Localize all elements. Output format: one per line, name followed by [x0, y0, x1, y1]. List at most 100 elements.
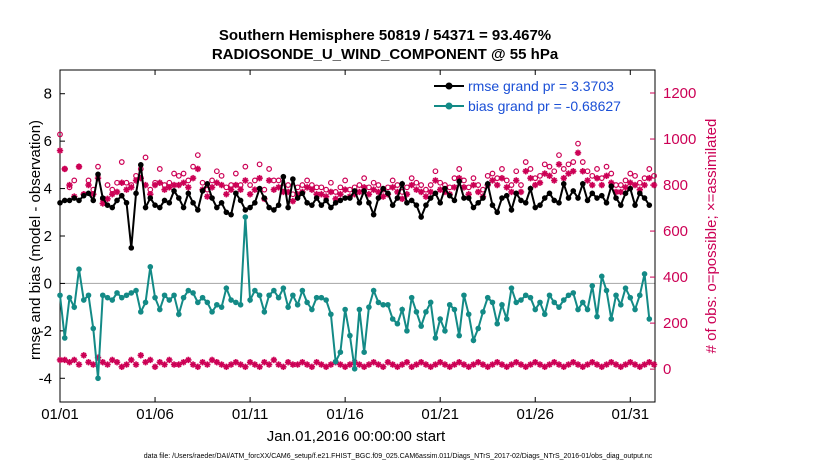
- obs-assimilated-marker: [570, 359, 577, 366]
- rmse-marker: [537, 202, 543, 208]
- bias-marker: [185, 287, 192, 294]
- rmse-marker: [408, 197, 415, 204]
- obs-assimilated-marker: [337, 191, 344, 198]
- obs-assimilated-marker: [327, 188, 335, 196]
- obs-assimilated-marker: [275, 184, 282, 191]
- obs-possible-marker: [503, 177, 510, 184]
- rmse-marker: [147, 195, 154, 201]
- bias-marker: [503, 316, 510, 322]
- obs-assimilated-marker: [646, 359, 653, 366]
- rmse-marker: [328, 204, 334, 211]
- bias-marker: [99, 292, 106, 299]
- rmse-marker: [256, 185, 263, 192]
- bias-marker: [285, 304, 291, 310]
- obs-assimilated-marker: [99, 359, 106, 366]
- obs-assimilated-marker: [189, 174, 197, 182]
- rmse-marker: [104, 202, 111, 208]
- rmse-marker: [518, 197, 524, 204]
- bias-marker: [171, 292, 177, 299]
- obs-assimilated-marker: [560, 174, 567, 182]
- obs-assimilated-marker: [118, 179, 125, 186]
- obs-assimilated-marker: [451, 184, 458, 191]
- y-axis-ticks: -4 -2 0 2 4 6 8: [39, 86, 65, 387]
- obs-assimilated-marker: [109, 356, 116, 364]
- obs-assimilated-marker: [194, 363, 202, 371]
- obs-assimilated-marker: [56, 356, 64, 364]
- obs-assimilated-marker: [218, 361, 225, 368]
- rmse-marker: [90, 197, 97, 204]
- obs-assimilated-marker: [579, 168, 586, 175]
- obs-possible-marker: [408, 175, 415, 182]
- bias-marker: [603, 287, 610, 294]
- obs-possible-marker: [484, 172, 491, 179]
- x-tick-label: 01/06: [136, 406, 174, 423]
- obs-possible-marker: [513, 168, 520, 175]
- bias-marker: [432, 335, 439, 341]
- rmse-marker: [66, 197, 73, 204]
- rmse-marker: [57, 200, 63, 206]
- bias-marker: [114, 290, 120, 296]
- obs-assimilated-marker: [532, 359, 539, 366]
- obs-assimilated-marker: [565, 170, 572, 177]
- rmse-marker: [508, 207, 515, 213]
- bias-marker: [465, 311, 472, 318]
- obs-possible-marker: [537, 172, 543, 179]
- obs-assimilated-marker: [498, 174, 506, 182]
- obs-assimilated-marker: [280, 363, 287, 371]
- bias-marker: [598, 273, 605, 280]
- rmse-marker: [137, 162, 144, 168]
- rmse-marker: [218, 200, 225, 206]
- bias-marker: [632, 306, 638, 313]
- obs-assimilated-marker: [489, 361, 496, 368]
- y2-tick-label: 400: [663, 269, 688, 286]
- obs-assimilated-marker: [432, 361, 439, 368]
- bias-marker: [375, 299, 382, 306]
- obs-possible-marker: [232, 170, 239, 177]
- bias-marker: [218, 304, 225, 310]
- bias-marker: [332, 358, 339, 365]
- bias-marker: [247, 297, 253, 303]
- bias-marker: [166, 297, 173, 303]
- rmse-marker: [99, 195, 106, 201]
- rmse-marker: [432, 190, 439, 197]
- obs-assimilated-marker: [508, 188, 515, 196]
- obs-assimilated-marker: [646, 174, 653, 182]
- rmse-marker: [617, 202, 624, 208]
- obs-assimilated-marker: [346, 361, 354, 368]
- bias-marker: [318, 294, 325, 301]
- obs-assimilated-marker: [370, 359, 377, 366]
- rmse-marker: [489, 202, 496, 208]
- rmse-marker: [418, 214, 424, 220]
- obs-assimilated-marker: [90, 361, 97, 368]
- bias-marker: [575, 306, 581, 313]
- bias-marker: [489, 299, 496, 306]
- obs-assimilated-marker: [627, 359, 634, 366]
- obs-possible-marker: [632, 172, 638, 179]
- bias-marker: [636, 292, 643, 299]
- bias-marker: [157, 306, 163, 313]
- x-axis-ticks: 01/01 01/06 01/11 01/16 01/21 01/26 01/31: [41, 70, 649, 423]
- rmse-series: [57, 162, 653, 251]
- bias-marker: [214, 301, 220, 308]
- obs-possible-marker: [356, 182, 363, 188]
- obs-assimilated-marker: [479, 361, 487, 368]
- obs-assimilated-marker: [161, 186, 168, 193]
- bias-marker: [133, 287, 139, 294]
- obs-assimilated-marker: [603, 361, 610, 368]
- obs-assimilated-marker: [422, 193, 430, 200]
- obs-assimilated-marker: [204, 193, 211, 200]
- rmse-marker: [247, 204, 253, 211]
- obs-possible-marker: [104, 182, 111, 188]
- obs-assimilated-marker: [627, 179, 634, 186]
- obs-assimilated-marker: [109, 191, 116, 198]
- obs-assimilated-marker: [503, 363, 510, 371]
- rmse-marker: [61, 197, 68, 204]
- obs-assimilated-marker: [318, 191, 325, 198]
- bias-marker: [646, 316, 653, 322]
- obs-assimilated-marker: [593, 361, 601, 368]
- obs-possible-marker: [636, 179, 643, 186]
- bias-marker: [309, 306, 315, 313]
- obs-assimilated-marker: [85, 181, 92, 189]
- obs-assimilated-marker: [180, 179, 187, 186]
- bias-marker: [484, 294, 491, 301]
